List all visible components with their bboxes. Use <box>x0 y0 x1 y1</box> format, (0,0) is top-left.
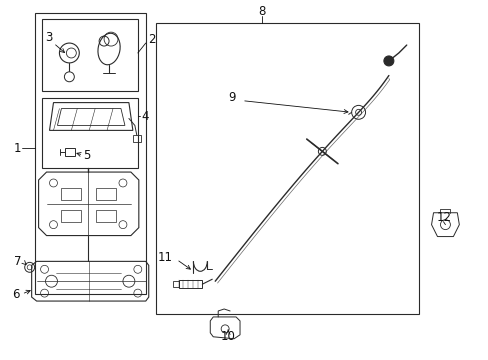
Bar <box>155 23 418 314</box>
Bar <box>172 281 178 287</box>
Text: 8: 8 <box>258 5 265 18</box>
Bar <box>41 19 138 91</box>
Text: 12: 12 <box>436 211 450 224</box>
Text: 10: 10 <box>220 330 235 343</box>
Text: 3: 3 <box>45 31 53 44</box>
Bar <box>96 210 116 222</box>
Text: 4: 4 <box>142 110 149 123</box>
Circle shape <box>383 56 393 66</box>
Bar <box>133 135 141 142</box>
Bar <box>35 13 145 294</box>
Bar <box>61 210 81 222</box>
Text: 9: 9 <box>228 91 235 104</box>
Bar <box>61 188 81 200</box>
Text: 7: 7 <box>14 255 21 268</box>
Text: 5: 5 <box>83 149 90 162</box>
Text: 2: 2 <box>147 33 155 46</box>
Bar <box>41 98 138 168</box>
Text: 11: 11 <box>157 251 172 264</box>
Bar <box>65 148 75 156</box>
Text: 1: 1 <box>14 142 21 155</box>
Bar <box>96 188 116 200</box>
Text: 6: 6 <box>12 288 19 301</box>
Bar <box>178 280 202 288</box>
